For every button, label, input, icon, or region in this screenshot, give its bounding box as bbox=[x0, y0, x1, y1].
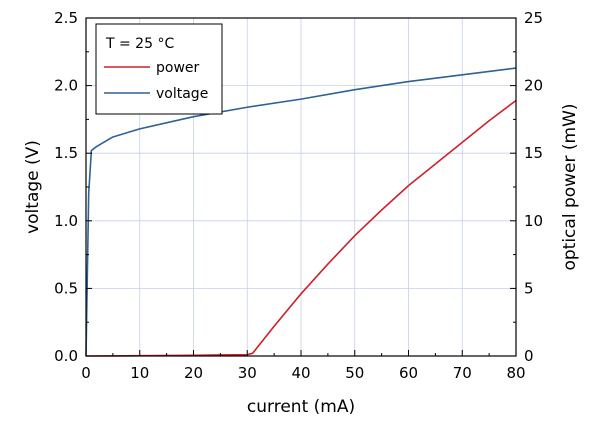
x-tick-label: 40 bbox=[291, 364, 310, 382]
y-axis-right-title: optical power (mW) bbox=[560, 103, 580, 270]
y-right-tick-label: 10 bbox=[524, 212, 543, 230]
legend: T = 25 °C power voltage bbox=[95, 23, 223, 115]
x-tick-label: 50 bbox=[345, 364, 364, 382]
legend-label-power: power bbox=[156, 60, 200, 76]
x-tick-label: 60 bbox=[399, 364, 418, 382]
x-tick-label: 10 bbox=[130, 364, 149, 382]
legend-title: T = 25 °C bbox=[105, 36, 174, 52]
x-tick-label: 20 bbox=[184, 364, 203, 382]
y-left-tick-label: 1.5 bbox=[54, 144, 78, 162]
x-tick-label: 70 bbox=[453, 364, 472, 382]
axis-ticks: 0 10 20 30 40 50 60 70 80 0.0 0.5 1.0 1.5 2.0 2.5 0 5 10 1… bbox=[54, 9, 543, 382]
x-tick-label: 80 bbox=[506, 364, 525, 382]
y-right-tick-label: 25 bbox=[524, 9, 543, 27]
series-line-power bbox=[85, 99, 517, 357]
y-left-tick-label: 2.5 bbox=[54, 9, 78, 27]
x-axis-title: current (mA) bbox=[247, 397, 355, 417]
y-left-tick-label: 1.0 bbox=[54, 212, 78, 230]
y-left-tick-label: 0.5 bbox=[54, 279, 78, 297]
legend-box bbox=[95, 23, 223, 115]
series-layer bbox=[85, 67, 517, 357]
y-right-tick-label: 5 bbox=[524, 279, 534, 297]
y-right-tick-label: 20 bbox=[524, 77, 543, 95]
x-tick-label: 30 bbox=[238, 364, 257, 382]
y-left-tick-label: 2.0 bbox=[54, 77, 78, 95]
y-left-tick-label: 0.0 bbox=[54, 347, 78, 365]
y-right-tick-label: 15 bbox=[524, 144, 543, 162]
x-tick-label: 0 bbox=[81, 364, 91, 382]
legend-label-voltage: voltage bbox=[156, 86, 208, 102]
y-right-tick-label: 0 bbox=[524, 347, 534, 365]
y-axis-left-title: voltage (V) bbox=[23, 140, 43, 234]
series-line-voltage bbox=[85, 67, 517, 357]
